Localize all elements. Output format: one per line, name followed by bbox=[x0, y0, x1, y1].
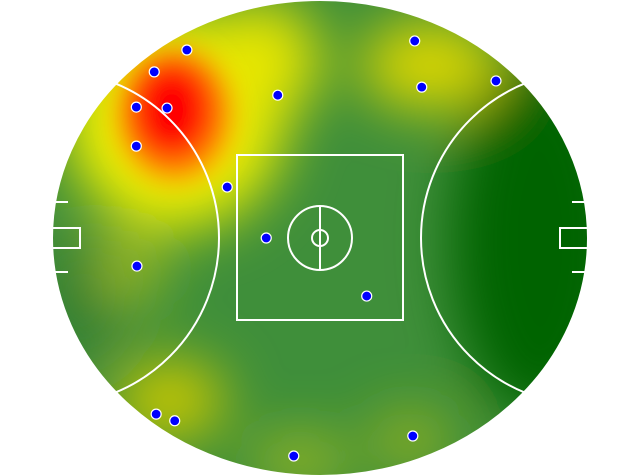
point bbox=[130, 101, 142, 113]
point bbox=[490, 75, 502, 87]
point bbox=[181, 44, 193, 56]
point bbox=[409, 35, 421, 47]
point bbox=[416, 81, 428, 93]
point bbox=[361, 290, 373, 302]
point bbox=[272, 89, 284, 101]
point bbox=[260, 232, 272, 244]
point bbox=[407, 430, 419, 442]
point bbox=[150, 408, 162, 420]
point bbox=[169, 415, 181, 427]
point bbox=[148, 66, 160, 78]
point bbox=[131, 260, 143, 272]
point bbox=[161, 102, 173, 114]
point bbox=[221, 181, 233, 193]
points bbox=[130, 35, 502, 462]
point bbox=[288, 450, 300, 462]
point bbox=[130, 140, 142, 152]
